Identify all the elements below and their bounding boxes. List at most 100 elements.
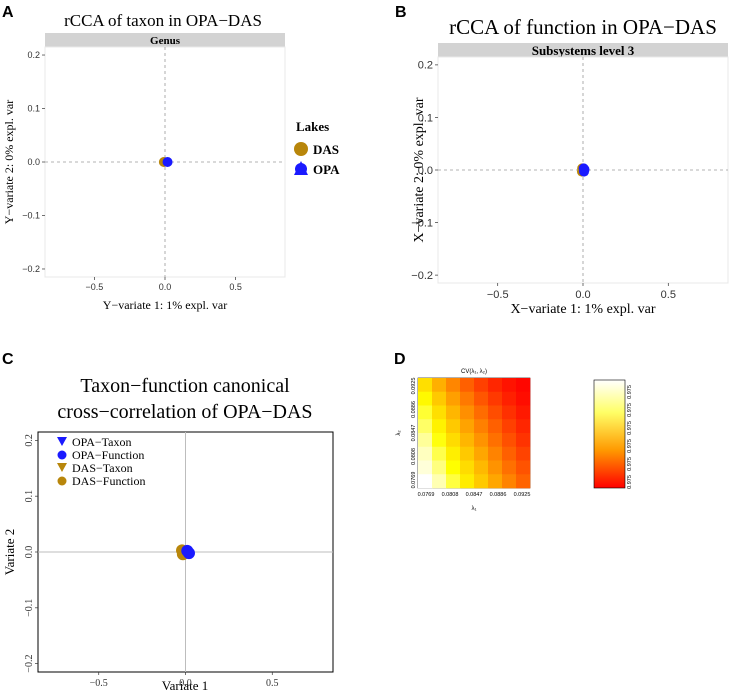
- heatmap-cell: [460, 460, 475, 475]
- heatmap-cell: [418, 405, 433, 420]
- panel-c-title-line1: Taxon−function canonical: [80, 375, 290, 397]
- heatmap-cell: [516, 378, 531, 393]
- heatmap-cell: [432, 405, 447, 420]
- panel-c-xlabel: Variate 1: [162, 678, 209, 693]
- legend-das-taxon-marker: [57, 463, 67, 472]
- legend-opa-taxon-label: OPA−Taxon: [72, 435, 132, 449]
- y-tick-label: −0.2: [411, 270, 433, 282]
- panel-b-strip-label: Subsystems level 3: [532, 43, 635, 58]
- panel-a-ylabel: Y−variate 2: 0% expl. var: [2, 100, 16, 224]
- panel-c-legend: OPA−Taxon OPA−Function DAS−Taxon DAS−Fun…: [57, 435, 145, 488]
- heatmap-cell: [432, 378, 447, 393]
- x-tick-label: 0.5: [229, 282, 242, 292]
- y-tick-label: −0.1: [24, 599, 35, 617]
- heatmap-cell: [488, 378, 503, 393]
- panel-letter-b: B: [395, 4, 407, 21]
- x-tick-label: 0.5: [266, 678, 279, 689]
- heatmap-cell: [502, 446, 517, 461]
- heatmap-cell: [516, 446, 531, 461]
- x-tick-label: 0.0: [179, 678, 192, 689]
- x-tick-label: −0.5: [86, 282, 104, 292]
- heatmap-cell: [460, 446, 475, 461]
- heatmap-cell: [488, 446, 503, 461]
- heatmap-cell: [418, 446, 433, 461]
- legend-title: Lakes: [296, 119, 329, 134]
- heatmap-cell: [432, 391, 447, 406]
- x-tick-label: −0.5: [90, 678, 108, 689]
- heatmap-y-tick-label: 0.0925: [411, 378, 417, 395]
- heatmap-cell: [432, 474, 447, 489]
- heatmap-cell: [432, 433, 447, 448]
- y-tick-label: 0.0: [24, 546, 35, 559]
- heatmap-y-tick-label: 0.0847: [411, 425, 417, 442]
- heatmap-cell: [446, 419, 461, 434]
- panel-letter-a: A: [2, 4, 14, 21]
- heatmap-cell: [516, 391, 531, 406]
- heatmap-cell: [432, 446, 447, 461]
- heatmap-cell: [460, 474, 475, 489]
- heatmap-cell: [488, 391, 503, 406]
- panel-a-title: rCCA of taxon in OPA−DAS: [64, 11, 262, 30]
- heatmap-cell: [460, 433, 475, 448]
- heatmap-cell: [460, 419, 475, 434]
- heatmap-cell: [502, 405, 517, 420]
- y-tick-label: 0.1: [24, 490, 35, 503]
- heatmap-x-tick-label: 0.0769: [418, 492, 435, 498]
- legend-das-marker: [294, 142, 308, 156]
- legend-das-taxon-label: DAS−Taxon: [72, 461, 133, 475]
- y-tick-label: 0.2: [24, 434, 35, 447]
- heatmap-cell: [488, 405, 503, 420]
- heatmap-cell: [446, 378, 461, 393]
- panel-c-title-line2: cross−correlation of OPA−DAS: [57, 401, 312, 423]
- heatmap-cell: [446, 460, 461, 475]
- legend-das-function-marker: [57, 476, 67, 486]
- heatmap-cell: [474, 391, 489, 406]
- heatmap-cell: [516, 405, 531, 420]
- panel-b-title: rCCA of function in OPA−DAS: [449, 15, 717, 39]
- heatmap-cell: [474, 433, 489, 448]
- legend-das-label: DAS: [313, 142, 339, 157]
- heatmap-cell: [474, 419, 489, 434]
- panel-c: Variate 1 Variate 2: [2, 431, 334, 693]
- colorbar-tick-label: 0.975: [627, 457, 633, 471]
- heatmap-cell: [488, 433, 503, 448]
- y-tick-label: −0.2: [24, 655, 35, 673]
- panel-b-ylabel: X−variate 2: 0% expl. var: [412, 97, 427, 242]
- heatmap-cell: [432, 460, 447, 475]
- heatmap-cell: [418, 419, 433, 434]
- y-tick-label: 0.0: [27, 157, 40, 167]
- heatmap-cell: [502, 460, 517, 475]
- colorbar-tick-label: 0.975: [627, 421, 633, 435]
- heatmap-cell: [516, 474, 531, 489]
- panel-d-heatmap-cells: 0.0769 0.0808 0.0847 0.0886 0.0925 0.0769 0.08…: [411, 378, 633, 498]
- y-tick-label: 0.1: [27, 104, 40, 114]
- panel-b-marks: −0.5 0.0 0.5 0.2 0.1 0.0 −0.1 −0.2: [411, 57, 728, 301]
- heatmap-cell: [418, 460, 433, 475]
- panel-a-xlabel: Y−variate 1: 1% expl. var: [103, 298, 227, 312]
- panel-d-colorbar: [593, 379, 626, 489]
- legend-opa-marker: [294, 161, 308, 175]
- legend-opa-taxon-marker: [57, 437, 67, 446]
- heatmap-cell: [502, 391, 517, 406]
- heatmap-cell: [446, 405, 461, 420]
- panel-a-strip-label: Genus: [150, 35, 181, 47]
- panel-d-xlabel: λ₁: [471, 506, 476, 512]
- panel-c-marks: −0.5 0.0 0.5 0.2 0.1 0.0 −0.1 −0.2: [24, 432, 333, 689]
- heatmap-cell: [502, 378, 517, 393]
- heatmap-cell: [516, 460, 531, 475]
- panel-letter-d: D: [394, 351, 406, 368]
- heatmap-y-tick-label: 0.0808: [411, 448, 417, 465]
- heatmap-cell: [432, 419, 447, 434]
- x-tick-label: 0.0: [159, 282, 172, 292]
- heatmap-y-tick-label: 0.0769: [411, 472, 417, 489]
- panel-d: CV(λ₁, λ₂) λ₁ λ₂: [396, 369, 626, 512]
- heatmap-x-tick-label: 0.0808: [442, 492, 459, 498]
- y-tick-label: 0.2: [27, 50, 40, 60]
- y-tick-label: 0.1: [418, 112, 433, 124]
- heatmap-cell: [460, 405, 475, 420]
- heatmap-cell: [418, 474, 433, 489]
- heatmap-cell: [446, 433, 461, 448]
- heatmap-cell: [502, 433, 517, 448]
- y-tick-label: −0.2: [22, 264, 40, 274]
